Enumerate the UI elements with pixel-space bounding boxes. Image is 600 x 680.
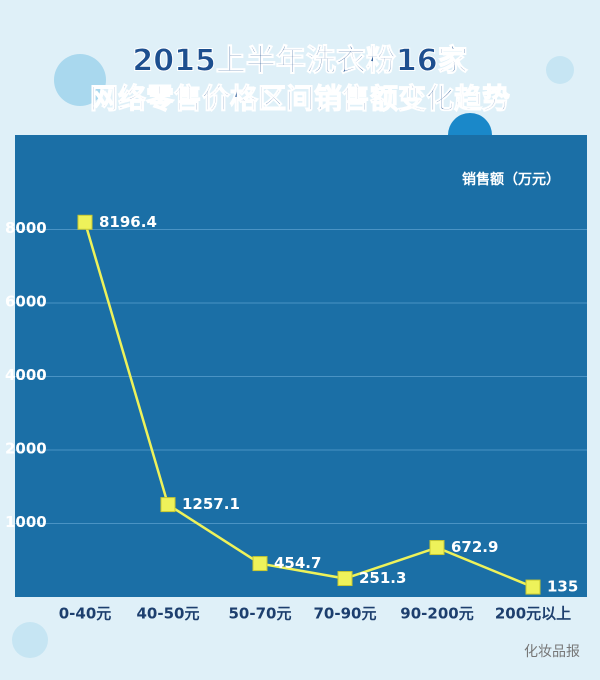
data-label: 135 [547, 578, 578, 596]
plot-area [15, 135, 587, 597]
data-label: 454.7 [274, 554, 321, 572]
chart-title: 网络零售价格区间销售额变化趋势 [90, 82, 510, 115]
point-marker [77, 214, 93, 230]
point-marker [252, 556, 268, 572]
watermark: 化妆品报 [524, 644, 580, 660]
bubble [546, 56, 574, 84]
data-label: 8196.4 [99, 213, 157, 231]
y-tick-label: 8000 [5, 219, 47, 237]
x-tick-label: 90-200元 [400, 605, 473, 623]
point-marker [160, 497, 176, 513]
y-tick-label: 1000 [5, 513, 47, 531]
x-tick-label: 200元以上 [495, 605, 571, 623]
x-tick-label: 40-50元 [137, 605, 200, 623]
point-marker [429, 540, 445, 556]
data-label: 1257.1 [182, 495, 240, 513]
y-tick-label: 4000 [5, 366, 47, 384]
data-label: 672.9 [451, 538, 498, 556]
data-line [83, 221, 534, 589]
point-marker [337, 571, 353, 587]
y-tick-label: 6000 [5, 293, 47, 311]
x-tick-label: 50-70元 [229, 605, 292, 623]
point-marker [525, 579, 541, 595]
data-label: 251.3 [359, 569, 406, 587]
bubble [54, 54, 106, 106]
x-tick-label: 0-40元 [59, 605, 112, 623]
bubble [12, 622, 48, 658]
x-tick-label: 70-90元 [314, 605, 377, 623]
y-tick-label: 2000 [5, 440, 47, 458]
chart-title: 2015上半年洗衣粉16家 [132, 44, 467, 79]
y-axis-label: 销售额（万元） [462, 171, 560, 188]
